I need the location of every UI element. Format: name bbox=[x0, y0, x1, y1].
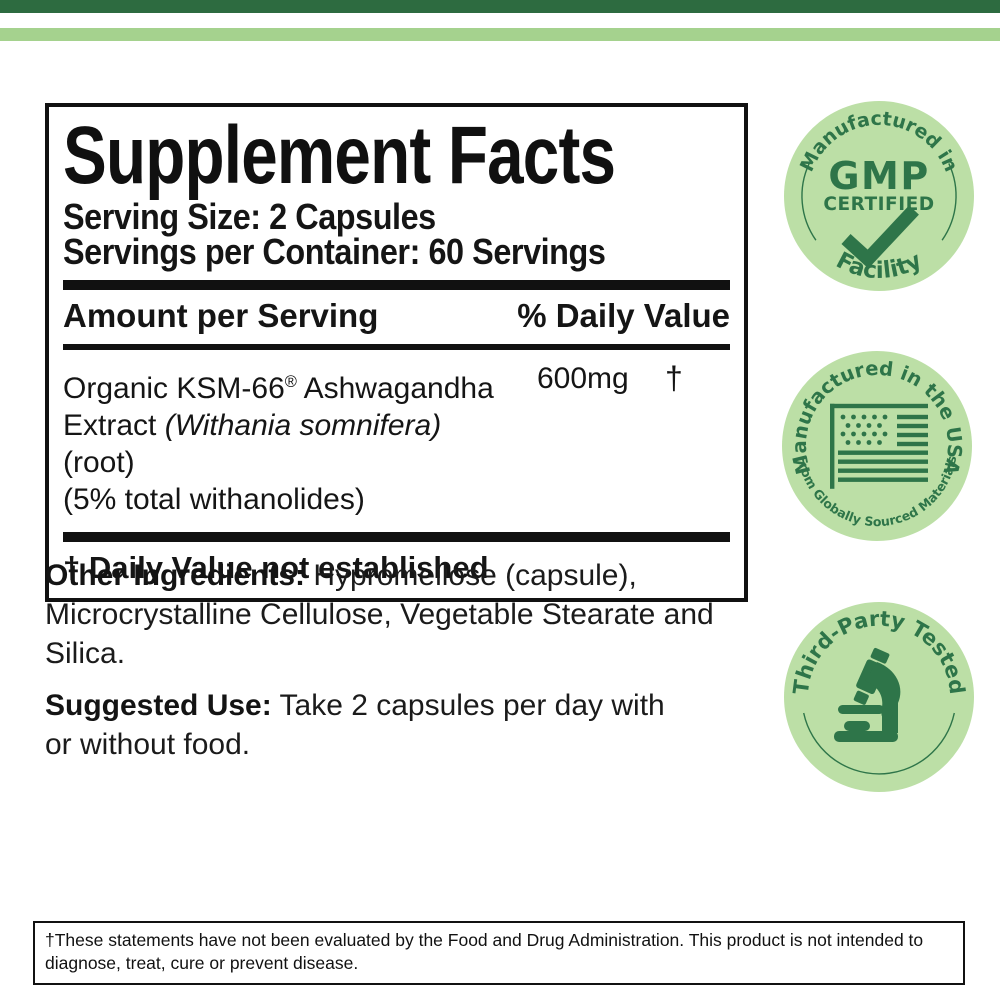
servings-per-container: Servings per Container: 60 Servings bbox=[63, 231, 606, 272]
amount-per-serving-header: Amount per Serving bbox=[63, 297, 379, 334]
fda-disclaimer: †These statements have not been evaluate… bbox=[33, 921, 965, 985]
ingredient-daily-value-dagger: † bbox=[665, 360, 683, 396]
divider-thick-top bbox=[63, 280, 730, 290]
ingredient-amount: 600mg bbox=[537, 362, 629, 395]
supplement-facts-title: Supplement Facts bbox=[63, 113, 730, 199]
supplement-facts-panel: Supplement Facts Serving Size: 2 Capsule… bbox=[45, 103, 748, 602]
decorative-arc-left bbox=[801, 163, 817, 241]
serving-size: Serving Size: 2 Capsules bbox=[63, 196, 436, 237]
facts-header-row: Amount per Serving % Daily Value bbox=[63, 290, 730, 344]
registered-trademark: ® bbox=[284, 373, 297, 391]
suggested-use-label: Suggested Use: bbox=[45, 689, 272, 722]
suggested-use: Suggested Use: Take 2 capsules per day w… bbox=[45, 686, 665, 764]
ingredient-row: Organic KSM-66® Ashwagandha Extract (Wit… bbox=[63, 350, 730, 532]
suggested-use-text: Take 2 capsules per day with or without … bbox=[45, 689, 665, 761]
gmp-text: GMP bbox=[828, 154, 929, 198]
gmp-certified-badge: Manufactured in GMP CERTIFIED Facility bbox=[784, 101, 974, 291]
divider-medium bbox=[63, 344, 730, 350]
ingredient-name-line1: Organic KSM-66® Ashwagandha bbox=[63, 372, 494, 405]
usa-flag-icon bbox=[830, 403, 928, 489]
certified-text: CERTIFIED bbox=[823, 194, 934, 215]
top-light-green-bar bbox=[0, 28, 1000, 41]
microscope-icon bbox=[834, 647, 901, 742]
ingredient-name-line2: Extract (Withania somnifera) (root) bbox=[63, 409, 442, 479]
third-party-tested-badge: Third-Party Tested bbox=[784, 602, 974, 792]
badge-circle bbox=[784, 101, 974, 291]
other-ingredients-text: Hypromellose (capsule), Microcrystalline… bbox=[45, 559, 714, 670]
made-in-usa-badge: Manufactured in the USA From Globally So… bbox=[782, 351, 972, 541]
decorative-arc-right bbox=[941, 163, 957, 241]
other-ingredients: Other Ingredients: Hypromellose (capsule… bbox=[45, 556, 729, 673]
latin-name: (Withania somnifera) bbox=[164, 409, 442, 442]
badge-circle bbox=[784, 602, 974, 792]
top-dark-green-bar bbox=[0, 0, 1000, 13]
other-ingredients-label: Other Ingredients: bbox=[45, 559, 306, 592]
daily-value-footnote: † Daily Value not established bbox=[63, 550, 489, 585]
checkmark-icon bbox=[841, 205, 919, 269]
badge-circle bbox=[782, 351, 972, 541]
daily-value-header: % Daily Value bbox=[517, 297, 730, 334]
decorative-arc-bottom bbox=[803, 712, 955, 775]
supplement-facts-title-text: Supplement Facts bbox=[63, 110, 616, 201]
divider-thick-bottom bbox=[63, 532, 730, 542]
ingredient-name: Organic KSM-66® Ashwagandha Extract (Wit… bbox=[63, 364, 513, 518]
ingredient-name-line3: (5% total withanolides) bbox=[63, 483, 365, 516]
